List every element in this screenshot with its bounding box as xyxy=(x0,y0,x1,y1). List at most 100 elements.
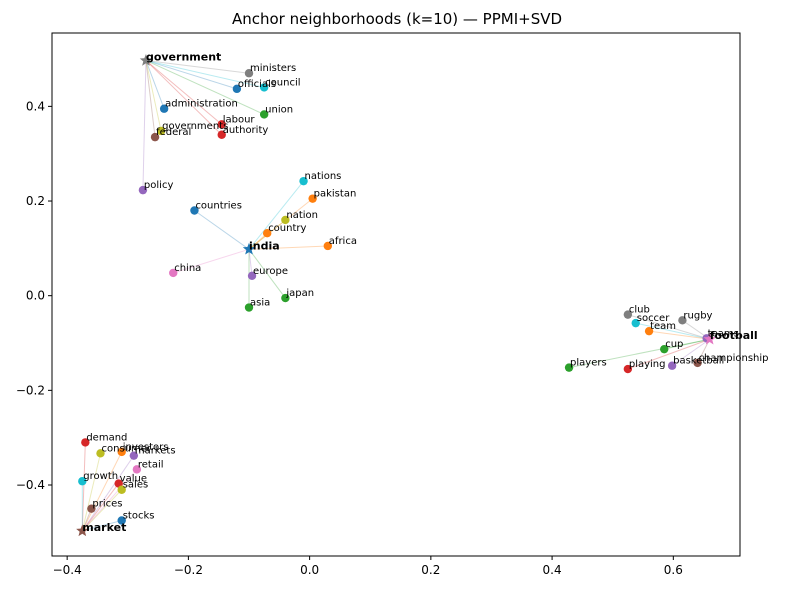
point-players xyxy=(564,363,574,372)
point-authority xyxy=(217,130,226,139)
neighbor-link-india-japan xyxy=(248,249,286,299)
point-label-policy: policy xyxy=(144,180,174,191)
point-countries xyxy=(190,206,199,215)
point-country xyxy=(262,229,272,238)
anchor-label-india: india xyxy=(249,239,280,252)
y-tick-label: −0.2 xyxy=(16,383,45,397)
neighbor-link-market-consumer xyxy=(81,453,101,532)
point-label-nations: nations xyxy=(305,171,342,182)
neighbor-link-india-countries xyxy=(194,210,250,250)
point-label-demand: demand xyxy=(86,432,127,443)
point-prices xyxy=(87,504,96,513)
point-label-sales: sales xyxy=(123,480,148,491)
point-china xyxy=(169,268,178,278)
point-label-countries: countries xyxy=(195,200,241,211)
neighbor-link-government-federal xyxy=(145,60,156,138)
point-label-club: club xyxy=(629,305,650,316)
point-governments xyxy=(156,126,166,136)
point-retail xyxy=(132,465,142,474)
point-label-asia: asia xyxy=(250,298,270,309)
point-label-consumer: consumer xyxy=(101,443,151,454)
point-club xyxy=(623,310,633,319)
point-label-authority: authority xyxy=(223,125,269,136)
point-label-markets: markets xyxy=(135,446,176,457)
point-label-africa: africa xyxy=(329,236,357,247)
neighbor-link-market-investors xyxy=(81,451,123,532)
point-label-playing: playing xyxy=(629,359,666,370)
point-labour xyxy=(217,120,226,129)
neighbor-link-government-labour xyxy=(145,60,223,125)
y-tick-label: 0.4 xyxy=(26,99,45,113)
anchor-star-football xyxy=(703,332,716,345)
point-label-teams: teams xyxy=(708,328,739,339)
anchor-star-india xyxy=(242,242,256,255)
plot-frame xyxy=(51,32,741,557)
neighbor-link-football-basketball xyxy=(671,338,710,367)
point-label-championship: championship xyxy=(699,353,769,364)
neighbor-link-india-pakistan xyxy=(248,198,313,250)
point-label-growth: growth xyxy=(83,471,118,482)
point-asia xyxy=(244,303,254,312)
point-championship xyxy=(693,358,702,368)
neighbor-link-government-officials xyxy=(145,59,238,90)
point-label-value: value xyxy=(120,474,147,485)
anchor-label-government: government xyxy=(146,50,221,63)
point-nations xyxy=(299,176,308,186)
point-investors xyxy=(117,447,126,457)
point-label-pakistan: pakistan xyxy=(314,189,357,200)
point-label-china: china xyxy=(174,263,201,274)
point-label-basketball: basketball xyxy=(673,356,724,367)
point-policy xyxy=(138,185,148,195)
anchor-label-market: market xyxy=(82,521,126,534)
point-label-investors: investors xyxy=(123,442,169,453)
anchor-label-football: football xyxy=(710,329,758,342)
neighbor-link-government-policy xyxy=(142,60,147,191)
neighbor-link-football-soccer xyxy=(635,322,710,340)
point-soccer xyxy=(631,318,640,328)
point-officials xyxy=(232,84,242,94)
neighbor-link-market-retail xyxy=(81,469,138,532)
x-tick-label: −0.4 xyxy=(53,563,82,577)
neighbor-link-india-europe xyxy=(248,249,253,276)
neighbor-link-market-markets xyxy=(81,455,135,532)
neighbor-link-football-club xyxy=(627,314,710,340)
point-label-europe: europe xyxy=(253,266,288,277)
neighbor-link-government-ministers xyxy=(145,59,250,74)
point-sales xyxy=(117,485,126,494)
neighbor-link-government-council xyxy=(145,59,265,88)
point-label-soccer: soccer xyxy=(637,313,670,324)
point-africa xyxy=(323,241,333,251)
y-tick-label: −0.4 xyxy=(16,478,45,492)
point-label-prices: prices xyxy=(92,499,122,510)
anchor-star-market xyxy=(76,524,89,537)
point-ministers xyxy=(244,69,254,78)
x-tick-label: 0.6 xyxy=(664,563,683,577)
point-label-retail: retail xyxy=(138,459,164,470)
point-label-nation: nation xyxy=(286,210,318,221)
point-cup xyxy=(660,344,669,354)
neighbor-link-market-stocks xyxy=(82,520,122,532)
point-label-cup: cup xyxy=(665,339,683,350)
neighbor-link-market-sales xyxy=(81,489,123,532)
point-label-japan: japan xyxy=(285,288,314,299)
neighbor-link-market-value xyxy=(81,483,120,532)
y-tick-label: 0.2 xyxy=(26,194,45,208)
point-union xyxy=(259,110,269,119)
point-label-labour: labour xyxy=(223,114,256,125)
point-consumer xyxy=(96,449,105,458)
point-label-players: players xyxy=(570,358,607,369)
neighbor-link-government-governments xyxy=(145,60,162,132)
neighbor-link-market-demand xyxy=(81,442,86,531)
point-label-ministers: ministers xyxy=(250,63,296,74)
neighbor-link-football-cup xyxy=(664,338,710,350)
point-label-team: team xyxy=(650,321,676,332)
point-growth xyxy=(78,477,87,486)
point-basketball xyxy=(667,361,677,370)
neighbor-link-football-team xyxy=(649,330,710,340)
neighbor-link-government-administration xyxy=(145,60,165,109)
anchor-star-government xyxy=(139,53,153,66)
x-tick-label: 0.2 xyxy=(421,563,440,577)
point-label-administration: administration xyxy=(165,99,238,110)
point-label-officials: officials xyxy=(238,79,276,90)
